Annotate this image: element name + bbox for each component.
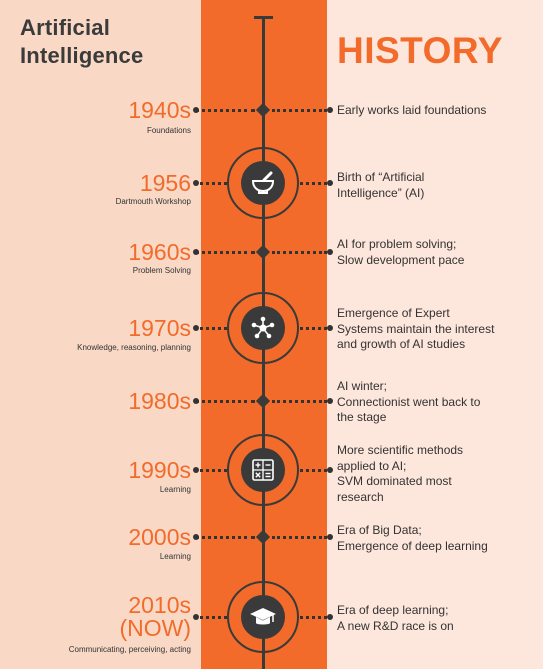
connector-end-dot bbox=[327, 614, 333, 620]
year-label: 1980s bbox=[128, 388, 191, 414]
event-description: Early works laid foundations bbox=[337, 103, 532, 119]
title-line-1: Artificial bbox=[20, 15, 111, 40]
year-label: 2000s bbox=[128, 524, 191, 550]
description-line: AI winter; bbox=[337, 379, 388, 393]
left-column bbox=[0, 0, 201, 669]
connector-left bbox=[195, 251, 255, 254]
description-line: SVM dominated most bbox=[337, 474, 452, 488]
event-description: Emergence of Expert Systems maintain the… bbox=[337, 306, 532, 353]
connector-end-dot bbox=[193, 249, 199, 255]
connector-end-dot bbox=[193, 398, 199, 404]
connector-end-dot bbox=[193, 180, 199, 186]
main-title: Artificial Intelligence bbox=[20, 14, 143, 70]
connector-end-dot bbox=[327, 180, 333, 186]
year-line: 2010s bbox=[128, 592, 191, 618]
year-label: 1970s bbox=[128, 315, 191, 341]
description-line: and growth of AI studies bbox=[337, 337, 466, 351]
connector-left bbox=[195, 109, 255, 112]
event-description: AI for problem solving; Slow development… bbox=[337, 237, 532, 268]
connector-right bbox=[272, 251, 327, 254]
icon-ring bbox=[227, 581, 299, 653]
year-subtitle: Communicating, perceiving, acting bbox=[68, 645, 191, 654]
year-label: 1956 bbox=[139, 170, 191, 196]
description-line: research bbox=[337, 489, 384, 504]
event-description: Birth of “Artificial Intelligence” (AI) bbox=[337, 170, 532, 201]
connector-left bbox=[195, 182, 227, 185]
year-line: (NOW) bbox=[119, 615, 191, 641]
connector-end-dot bbox=[193, 107, 199, 113]
connector-right bbox=[272, 109, 327, 112]
connector-left bbox=[195, 327, 227, 330]
mortar-pestle-icon bbox=[241, 161, 285, 205]
event-description: Era of deep learning; A new R&D race is … bbox=[337, 603, 532, 634]
description-line: More scientific methods bbox=[337, 443, 464, 457]
description-line: applied to AI; bbox=[337, 458, 407, 473]
connector-left bbox=[195, 616, 227, 619]
connector-right bbox=[300, 327, 327, 330]
description-line: Intelligence” (AI) bbox=[337, 185, 425, 200]
connector-end-dot bbox=[327, 534, 333, 540]
icon-ring bbox=[227, 292, 299, 364]
year-label: 1990s bbox=[128, 457, 191, 483]
connector-end-dot bbox=[327, 249, 333, 255]
connector-right bbox=[272, 400, 327, 403]
description-line: A new R&D race is on bbox=[337, 618, 454, 633]
connector-end-dot bbox=[327, 398, 333, 404]
description-line: Connectionist went back to bbox=[337, 394, 481, 409]
calculator-icon bbox=[241, 448, 285, 492]
year-subtitle: Dartmouth Workshop bbox=[115, 197, 191, 206]
description-line: Systems maintain the interest bbox=[337, 321, 495, 336]
description-line: Slow development pace bbox=[337, 252, 465, 267]
description-line: Birth of “Artificial bbox=[337, 170, 425, 184]
connector-end-dot bbox=[193, 534, 199, 540]
network-icon bbox=[241, 306, 285, 350]
connector-end-dot bbox=[327, 467, 333, 473]
description-line: Era of deep learning; bbox=[337, 603, 449, 617]
connector-right bbox=[300, 469, 327, 472]
connector-right bbox=[300, 616, 327, 619]
year-subtitle: Learning bbox=[159, 485, 191, 494]
connector-end-dot bbox=[193, 325, 199, 331]
year-subtitle: Knowledge, reasoning, planning bbox=[77, 343, 191, 352]
connector-left bbox=[195, 400, 255, 403]
icon-ring bbox=[227, 147, 299, 219]
description-line: the stage bbox=[337, 410, 387, 424]
year-subtitle: Learning bbox=[159, 552, 191, 561]
title-line-2: Intelligence bbox=[20, 43, 144, 68]
graduation-cap-icon bbox=[241, 595, 285, 639]
year-subtitle: Problem Solving bbox=[132, 266, 191, 275]
event-description: Era of Big Data; Emergence of deep learn… bbox=[337, 523, 532, 554]
year-label: 1960s bbox=[128, 239, 191, 265]
description-line: Emergence of Expert bbox=[337, 306, 450, 320]
year-label: 2010s (NOW) bbox=[119, 594, 191, 640]
connector-end-dot bbox=[327, 325, 333, 331]
right-column bbox=[327, 0, 543, 669]
connector-end-dot bbox=[193, 614, 199, 620]
description-line: Early works laid foundations bbox=[337, 103, 487, 117]
history-title: HISTORY bbox=[337, 30, 503, 71]
year-subtitle: Foundations bbox=[146, 126, 191, 135]
connector-end-dot bbox=[193, 467, 199, 473]
connector-end-dot bbox=[327, 107, 333, 113]
year-label: 1940s bbox=[128, 97, 191, 123]
description-line: Emergence of deep learning bbox=[337, 538, 488, 553]
connector-right bbox=[272, 536, 327, 539]
event-description: AI winter; Connectionist went back to th… bbox=[337, 379, 532, 426]
connector-left bbox=[195, 536, 255, 539]
connector-left bbox=[195, 469, 227, 472]
connector-right bbox=[300, 182, 327, 185]
description-line: AI for problem solving; bbox=[337, 237, 457, 251]
icon-ring bbox=[227, 434, 299, 506]
event-description: More scientific methods applied to AI; S… bbox=[337, 443, 532, 505]
description-line: Era of Big Data; bbox=[337, 523, 422, 537]
